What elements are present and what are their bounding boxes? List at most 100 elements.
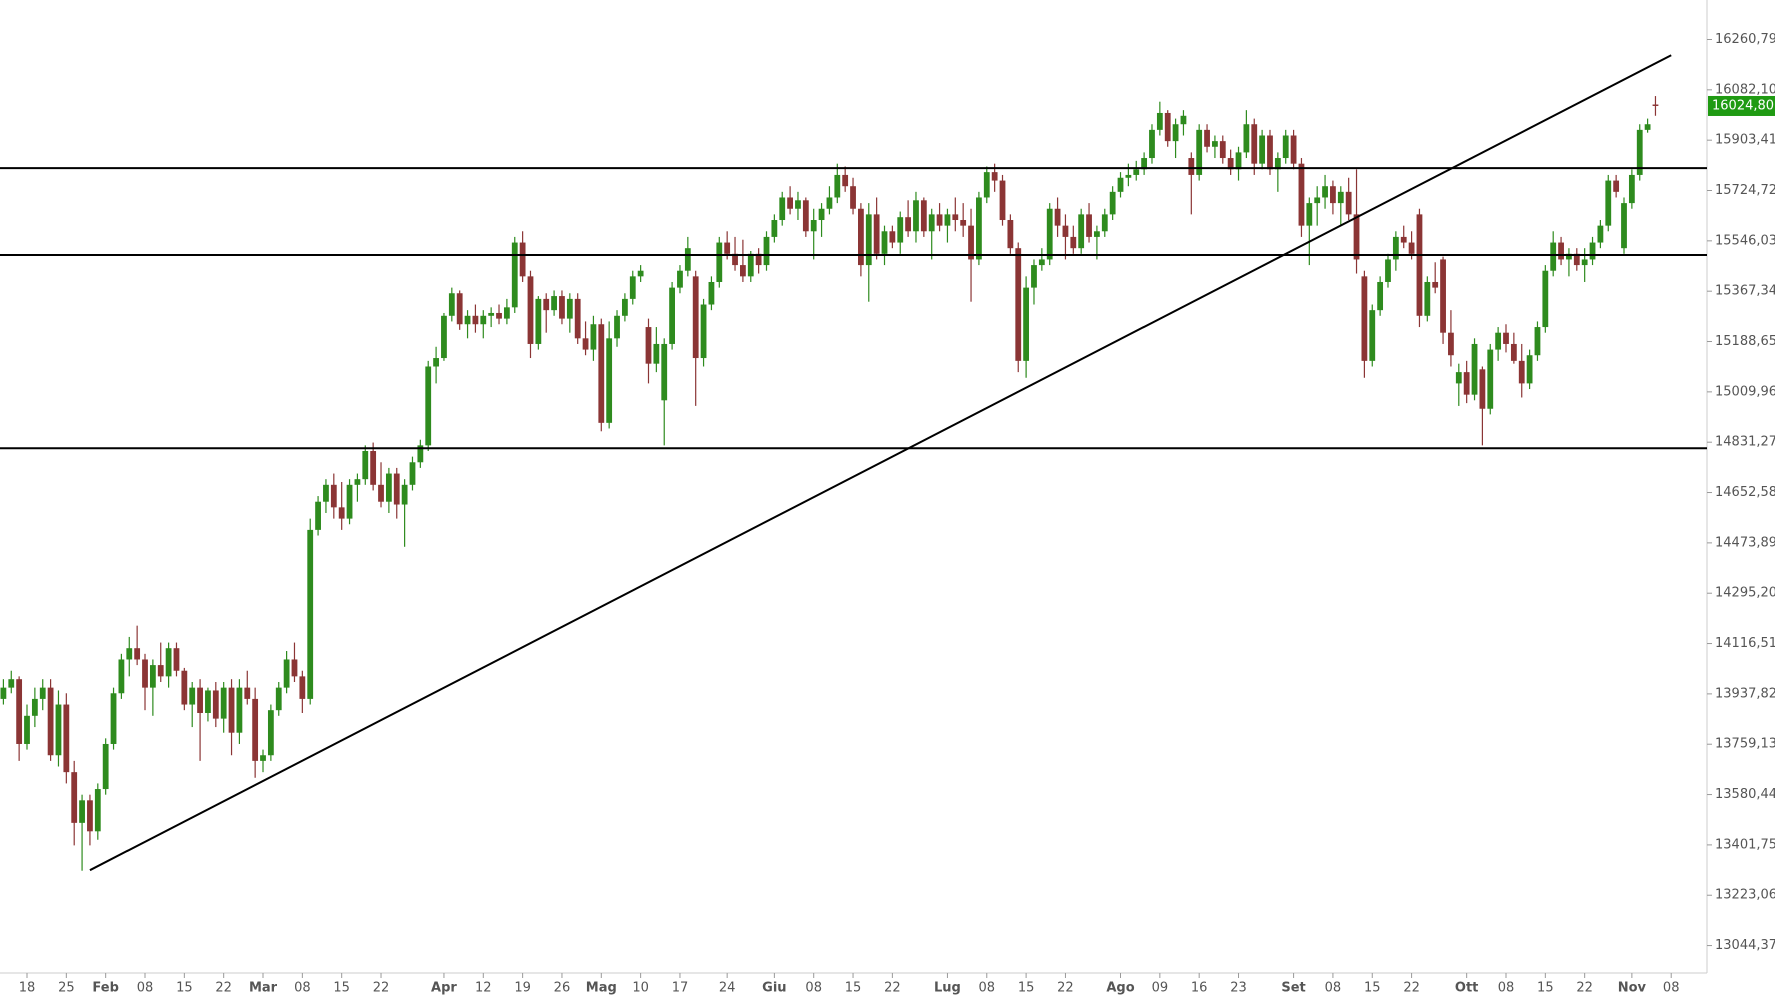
candle-body xyxy=(661,343,668,401)
candle-body xyxy=(79,800,85,823)
x-tick-label: 19 xyxy=(514,981,531,996)
candle-body xyxy=(1479,369,1486,409)
candle-body xyxy=(1149,129,1155,159)
x-tick-label: 09 xyxy=(1152,981,1169,996)
candle-body xyxy=(283,659,290,688)
candle-body xyxy=(511,242,518,308)
y-tick-label: 13401,75 xyxy=(1715,837,1775,852)
candle-body xyxy=(409,462,416,485)
y-tick-label: 13223,06 xyxy=(1715,888,1775,903)
candle-body xyxy=(983,172,990,198)
candle-body xyxy=(1023,287,1030,361)
candle-body xyxy=(1204,129,1210,147)
candle-body xyxy=(441,315,447,359)
x-tick-label: 24 xyxy=(719,981,736,996)
candle-body xyxy=(1385,259,1391,282)
x-tick-label: 22 xyxy=(1057,981,1074,996)
candle-body xyxy=(1031,265,1037,288)
candle-body xyxy=(865,214,872,266)
candle-body xyxy=(1581,259,1588,266)
candle-body xyxy=(307,529,314,699)
candle-body xyxy=(1141,158,1148,170)
candle-body xyxy=(24,715,30,744)
candle-body xyxy=(1251,124,1258,164)
x-tick-label: 22 xyxy=(1403,981,1420,996)
candle-body xyxy=(338,507,345,519)
candle-body xyxy=(1392,236,1399,260)
candle-body xyxy=(1078,214,1085,249)
candle-body xyxy=(653,343,660,364)
candle-body xyxy=(787,197,793,209)
candle-body xyxy=(1219,141,1226,159)
candle-body xyxy=(1526,355,1533,384)
candle-body xyxy=(1534,327,1541,356)
candle-body xyxy=(433,358,439,367)
x-tick-label: 25 xyxy=(58,981,75,996)
candle-body xyxy=(1628,174,1635,204)
candle-body xyxy=(826,197,833,209)
candle-body xyxy=(417,445,424,463)
y-tick-label: 14116,51 xyxy=(1715,636,1775,651)
candle-body xyxy=(1109,191,1116,215)
candle-body xyxy=(236,687,243,733)
candle-body xyxy=(189,687,196,705)
candle-body xyxy=(110,693,117,744)
candle-body xyxy=(543,298,550,311)
candle-body xyxy=(629,276,636,299)
candle-body xyxy=(1448,332,1454,356)
candle-body xyxy=(1550,242,1557,271)
candle-body xyxy=(252,698,259,761)
candle-body xyxy=(1015,248,1022,361)
candle-body xyxy=(87,800,93,832)
candle-body xyxy=(976,197,982,260)
candle-body xyxy=(181,670,188,705)
y-tick-label: 15188,65 xyxy=(1715,334,1775,349)
candle-body xyxy=(724,242,731,254)
candle-body xyxy=(747,253,754,277)
candle-body xyxy=(1227,158,1234,170)
candle-body xyxy=(1274,158,1281,170)
x-tick-label: 08 xyxy=(979,981,996,996)
candle-body xyxy=(488,312,495,316)
candle-body xyxy=(1621,203,1627,249)
candle-body xyxy=(779,197,786,221)
candle-body xyxy=(559,296,565,319)
candle-body xyxy=(401,484,408,505)
candle-body xyxy=(1156,112,1163,130)
x-tick-label: 10 xyxy=(632,981,649,996)
candle-body xyxy=(448,293,455,316)
candle-body xyxy=(913,200,919,232)
candle-body xyxy=(1212,141,1218,147)
candle-body xyxy=(63,704,70,773)
candle-body xyxy=(795,200,801,209)
x-tick-label: 08 xyxy=(1663,981,1680,996)
candle-body xyxy=(1432,281,1439,288)
candle-body xyxy=(936,214,943,226)
candle-body xyxy=(1070,236,1077,249)
candle-body xyxy=(1416,214,1423,316)
y-tick-label: 14473,89 xyxy=(1715,535,1775,550)
candle-body xyxy=(8,679,15,688)
candle-body xyxy=(393,473,400,505)
candle-body xyxy=(1054,208,1061,226)
y-tick-label: 13937,82 xyxy=(1715,686,1775,701)
candle-body xyxy=(637,270,644,277)
x-tick-label: Giu xyxy=(762,981,786,996)
candle-body xyxy=(645,327,652,364)
candle-body xyxy=(684,248,691,271)
candle-body xyxy=(1558,242,1564,260)
candle-body xyxy=(1345,191,1352,215)
candle-body xyxy=(39,687,46,699)
candle-body xyxy=(291,659,298,677)
candle-body xyxy=(472,315,479,325)
candle-body xyxy=(716,242,723,282)
candle-body xyxy=(590,324,597,350)
x-tick-label: 22 xyxy=(373,981,390,996)
candle-body xyxy=(1597,225,1604,243)
candle-body xyxy=(1133,169,1140,175)
x-tick-label: 17 xyxy=(672,981,689,996)
candle-body xyxy=(732,253,738,266)
candle-body xyxy=(1644,124,1651,130)
x-tick-label: Nov xyxy=(1618,981,1647,996)
